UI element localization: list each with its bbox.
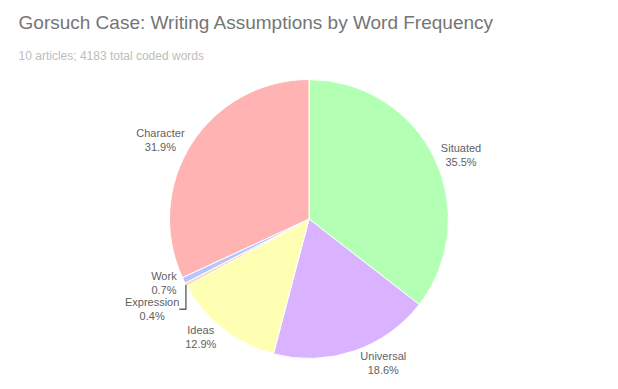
svg-text:Situated35.5%: Situated35.5% (441, 142, 481, 168)
svg-text:Universal18.6%: Universal18.6% (360, 350, 406, 376)
svg-text:Work0.7%: Work0.7% (151, 270, 177, 296)
svg-text:Character31.9%: Character31.9% (136, 127, 185, 153)
svg-text:Ideas12.9%: Ideas12.9% (185, 324, 216, 350)
svg-text:Gorsuch Case: Writing Assumpti: Gorsuch Case: Writing Assumptions by Wor… (19, 12, 494, 33)
svg-text:10 articles; 4183 total coded: 10 articles; 4183 total coded words (19, 49, 204, 63)
svg-text:Expression0.4%: Expression0.4% (125, 296, 179, 322)
